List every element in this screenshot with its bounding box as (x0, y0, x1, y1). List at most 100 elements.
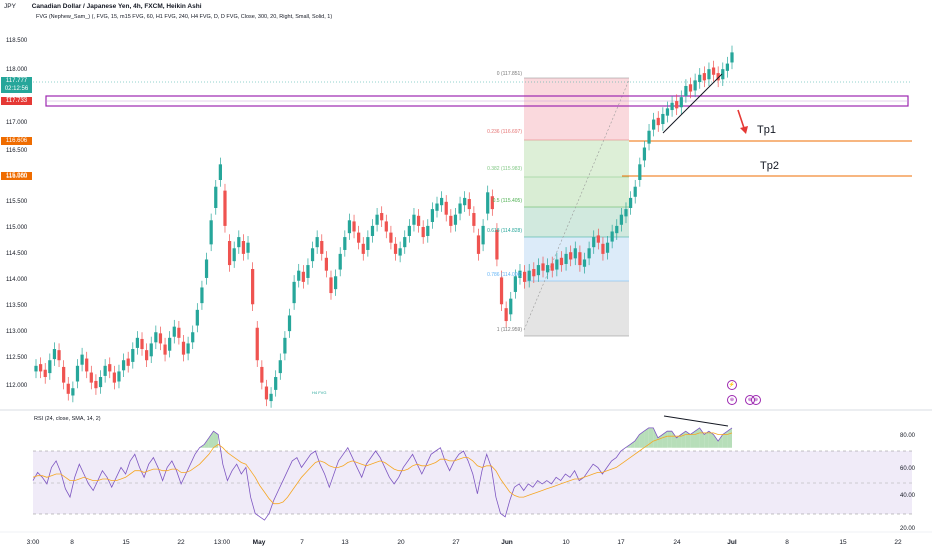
candle-body (684, 85, 688, 97)
candle-body (98, 377, 103, 388)
price-tick-top: 118.500 (6, 38, 28, 44)
candle-body (638, 164, 642, 180)
fib-label: 0.5 (115.405) (492, 198, 522, 204)
candle-body (227, 241, 232, 266)
candle-body (628, 197, 633, 208)
time-tick: 13:00 (213, 539, 231, 546)
candle-body (52, 349, 57, 360)
rsi-overbought-segment (708, 431, 714, 448)
time-tick: May (252, 539, 266, 546)
candle-body (237, 237, 241, 248)
candle-body (656, 117, 660, 126)
candle-body (559, 257, 564, 266)
price-tick: 113.000 (6, 329, 28, 335)
trend-line[interactable] (662, 73, 723, 134)
candle-body (527, 270, 531, 281)
candle-body (232, 248, 236, 262)
candle-body (564, 253, 568, 264)
rsi-overbought-segment (690, 431, 695, 448)
tp2-label[interactable]: Tp2 (760, 160, 779, 172)
tp1-label[interactable]: Tp1 (757, 124, 776, 136)
time-tick: 22 (894, 539, 902, 546)
rsi-overbought-segment (671, 431, 677, 448)
rsi-overbought-segment (713, 434, 719, 448)
price-tick: 115.500 (6, 199, 28, 205)
fib-label: 0.382 (115.983) (487, 166, 522, 172)
candle-body (209, 220, 213, 245)
candle-body (711, 67, 716, 75)
last-price: 117.777 (5, 78, 28, 84)
candle-body (665, 108, 670, 116)
candle-body (522, 271, 527, 282)
candle-body (195, 309, 199, 326)
symbol-label: JPY (4, 3, 16, 10)
time-tick: 17 (617, 539, 625, 546)
rsi-divergence-line[interactable] (663, 415, 729, 427)
time-tick: 3:00 (26, 539, 40, 546)
candle-body (467, 199, 471, 210)
candle-body (177, 327, 181, 338)
rsi-overbought-segment (722, 431, 728, 448)
candle-body (297, 270, 301, 281)
fib-label: 0 (117.851) (496, 71, 522, 77)
candle-body (361, 243, 365, 254)
event-icon[interactable]: ⊕ (727, 395, 737, 405)
candle-body (403, 237, 407, 248)
time-tick: 24 (673, 539, 681, 546)
candle-body (154, 332, 158, 343)
event-icon[interactable]: ⊕ (751, 395, 761, 405)
candle-body (66, 383, 70, 394)
price-tick: 116.500 (6, 148, 28, 154)
candle-body (555, 259, 559, 270)
event-icon[interactable]: ⚡ (727, 380, 737, 390)
candle-body (716, 73, 720, 81)
candle-body (89, 372, 93, 383)
fib-label: 0.236 (116.697) (487, 129, 522, 135)
time-tick: 8 (785, 539, 789, 546)
candle-body (675, 101, 679, 109)
candle-body (380, 213, 384, 221)
candle-body (587, 248, 591, 259)
candle-body (117, 371, 121, 382)
indicator-label[interactable]: FVG (Nephew_Sam_) (, FVG, 15, m15 FVG, 6… (36, 14, 333, 20)
fib-label: 0.786 (114.006) (487, 272, 522, 278)
candle-body (186, 343, 190, 354)
candle-body (693, 80, 697, 91)
candle-body (135, 337, 140, 348)
candle-body (453, 214, 458, 225)
candle-body (71, 388, 75, 396)
candle-body (569, 252, 573, 260)
rsi-tick: 80.00 (900, 433, 916, 439)
candle-body (435, 203, 439, 211)
candle-body (393, 243, 398, 254)
fib-retracement[interactable] (523, 77, 630, 337)
rsi-label[interactable]: RSI (24, close, SMA, 14, 2) (34, 416, 101, 422)
candle-body (200, 287, 204, 304)
rsi-overbought-segment (662, 431, 668, 448)
candle-body (407, 225, 411, 236)
candle-body (121, 360, 126, 371)
time-tick: 22 (177, 539, 185, 546)
candle-body (62, 366, 66, 383)
price-tick: 117.000 (6, 120, 28, 126)
chart-header: JPY Canadian Dollar / Japanese Yen, 4h, … (4, 3, 202, 10)
candle-body (251, 268, 255, 305)
candle-body (596, 235, 600, 243)
candle-body (315, 237, 319, 248)
candle-body (601, 243, 605, 254)
candle-body (310, 248, 315, 262)
candle-body (440, 197, 444, 206)
candle-body (550, 263, 554, 271)
candle-body (283, 337, 287, 354)
candle-body (255, 327, 259, 361)
candle-body (430, 209, 435, 222)
candle-body (578, 252, 582, 266)
candle-body (181, 341, 186, 355)
candle-body (463, 197, 467, 206)
candle-countdown: 02:12:56 (4, 86, 29, 92)
candle-body (504, 308, 508, 322)
candle-body (661, 113, 665, 125)
candle-body (458, 203, 462, 214)
candle-body (652, 119, 656, 130)
